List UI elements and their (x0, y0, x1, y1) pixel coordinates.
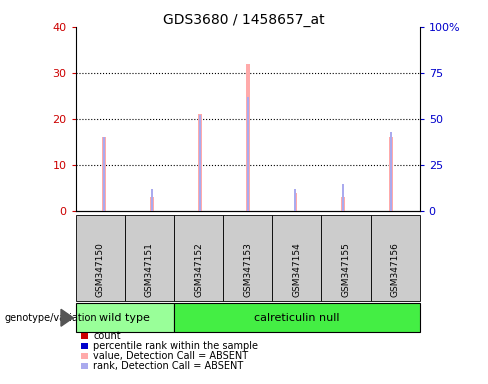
Bar (341, 197, 345, 211)
Text: GSM347152: GSM347152 (194, 242, 203, 297)
Text: genotype/variation: genotype/variation (5, 313, 98, 323)
Text: GSM347154: GSM347154 (292, 242, 301, 297)
Bar (103, 137, 105, 211)
Bar (150, 197, 154, 211)
Text: calreticulin null: calreticulin null (254, 313, 340, 323)
Text: GSM347151: GSM347151 (145, 242, 154, 297)
Bar (199, 115, 201, 211)
Bar (389, 137, 393, 211)
Bar (246, 64, 249, 211)
Bar (151, 189, 153, 211)
Bar (294, 189, 296, 211)
Text: GSM347150: GSM347150 (96, 242, 105, 297)
Text: GSM347153: GSM347153 (243, 242, 252, 297)
Text: GSM347156: GSM347156 (390, 242, 400, 297)
Text: value, Detection Call = ABSENT: value, Detection Call = ABSENT (93, 351, 248, 361)
Text: wild type: wild type (100, 313, 150, 323)
Text: GDS3680 / 1458657_at: GDS3680 / 1458657_at (163, 13, 325, 27)
Bar (102, 137, 106, 211)
Bar (294, 193, 297, 211)
Text: count: count (93, 331, 121, 341)
Bar (342, 184, 344, 211)
Bar (247, 97, 248, 211)
Text: GSM347155: GSM347155 (342, 242, 350, 297)
Text: percentile rank within the sample: percentile rank within the sample (93, 341, 258, 351)
Text: rank, Detection Call = ABSENT: rank, Detection Call = ABSENT (93, 361, 244, 371)
Bar (198, 114, 202, 211)
Bar (390, 132, 392, 211)
